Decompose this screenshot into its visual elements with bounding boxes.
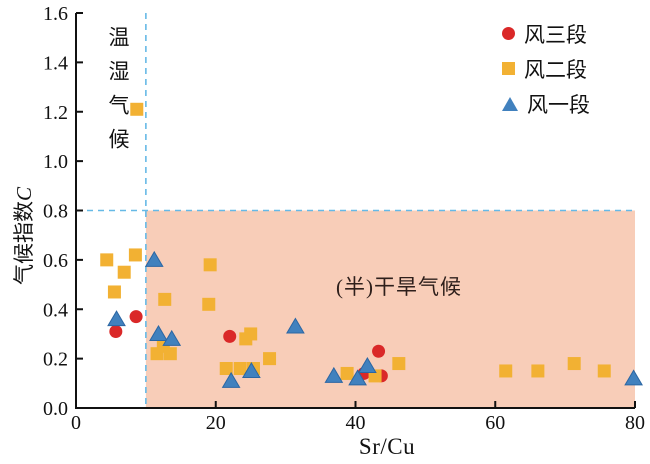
data-point-square [233,362,247,375]
y-axis-title-text: 气候指数 [12,201,36,286]
y-axis-title: 气候指数C [8,136,36,336]
data-point-triangle [358,357,377,374]
x-tick-label: 20 [206,412,226,434]
data-point-square [158,292,172,306]
y-tick-label: 0.4 [43,299,68,321]
data-point-square [117,265,131,279]
data-point-triangle [242,361,261,378]
data-point-square [128,248,142,262]
data-point-triangle [624,369,643,386]
data-point-circle [129,310,143,324]
data-point-square [203,258,217,272]
humid-zone-label: 温湿气候 [106,26,130,162]
legend-item-series-1: 风一段 [502,86,590,121]
data-point-square [202,297,216,311]
data-point-triangle [107,310,126,327]
legend: 风三段 风二段 风一段 [502,16,590,121]
x-tick-label: 60 [485,412,505,434]
y-axis-title-variable: C [12,187,36,202]
data-point-square [219,362,233,375]
y-tick-label: 0.0 [43,398,68,420]
x-axis-title: Sr/Cu [358,434,416,459]
y-tick-label: 0.8 [43,201,68,223]
x-tick-label: 40 [346,412,366,434]
data-point-triangle [221,371,241,388]
y-tick-label: 0.2 [43,349,68,371]
y-tick-label: 1.4 [43,52,68,74]
data-point-triangle [348,369,367,386]
data-point-triangle [162,329,182,346]
y-tick-label: 1.0 [43,151,68,173]
data-point-triangle [324,366,344,383]
data-point-square [499,364,513,378]
data-point-triangle [144,250,164,267]
data-point-triangle [286,317,305,334]
x-tick-label: 80 [625,412,645,434]
data-point-square [567,357,581,371]
data-point-square [163,347,177,361]
arid-region [145,210,635,407]
legend-item-label: 风一段 [527,92,590,117]
legend-item-label: 风二段 [524,57,587,82]
y-tick-label: 1.6 [43,3,68,25]
data-point-circle [372,344,386,358]
data-point-square [392,357,406,371]
data-point-square [597,364,611,378]
y-tick-label: 0.6 [43,250,68,272]
legend-item-series-2: 风二段 [502,51,590,86]
x-tick-label: 0 [71,412,81,434]
data-point-square [244,327,258,341]
yellow-square-marker-icon [502,62,515,75]
data-point-square [107,285,121,299]
data-point-square [130,102,144,116]
arid-zone-label: (半)干旱气候 [336,275,462,299]
legend-item-series-3: 风三段 [502,16,590,51]
red-circle-marker-icon [502,27,515,40]
blue-triangle-marker-icon [502,96,518,111]
data-point-square [531,364,545,378]
data-point-square [100,253,114,267]
data-point-circle [109,324,123,338]
data-point-triangle [149,324,168,341]
data-point-circle [223,329,237,343]
legend-item-label: 风三段 [524,22,587,47]
data-point-square [263,352,277,366]
y-tick-label: 1.2 [43,102,68,124]
data-point-square [340,366,354,380]
